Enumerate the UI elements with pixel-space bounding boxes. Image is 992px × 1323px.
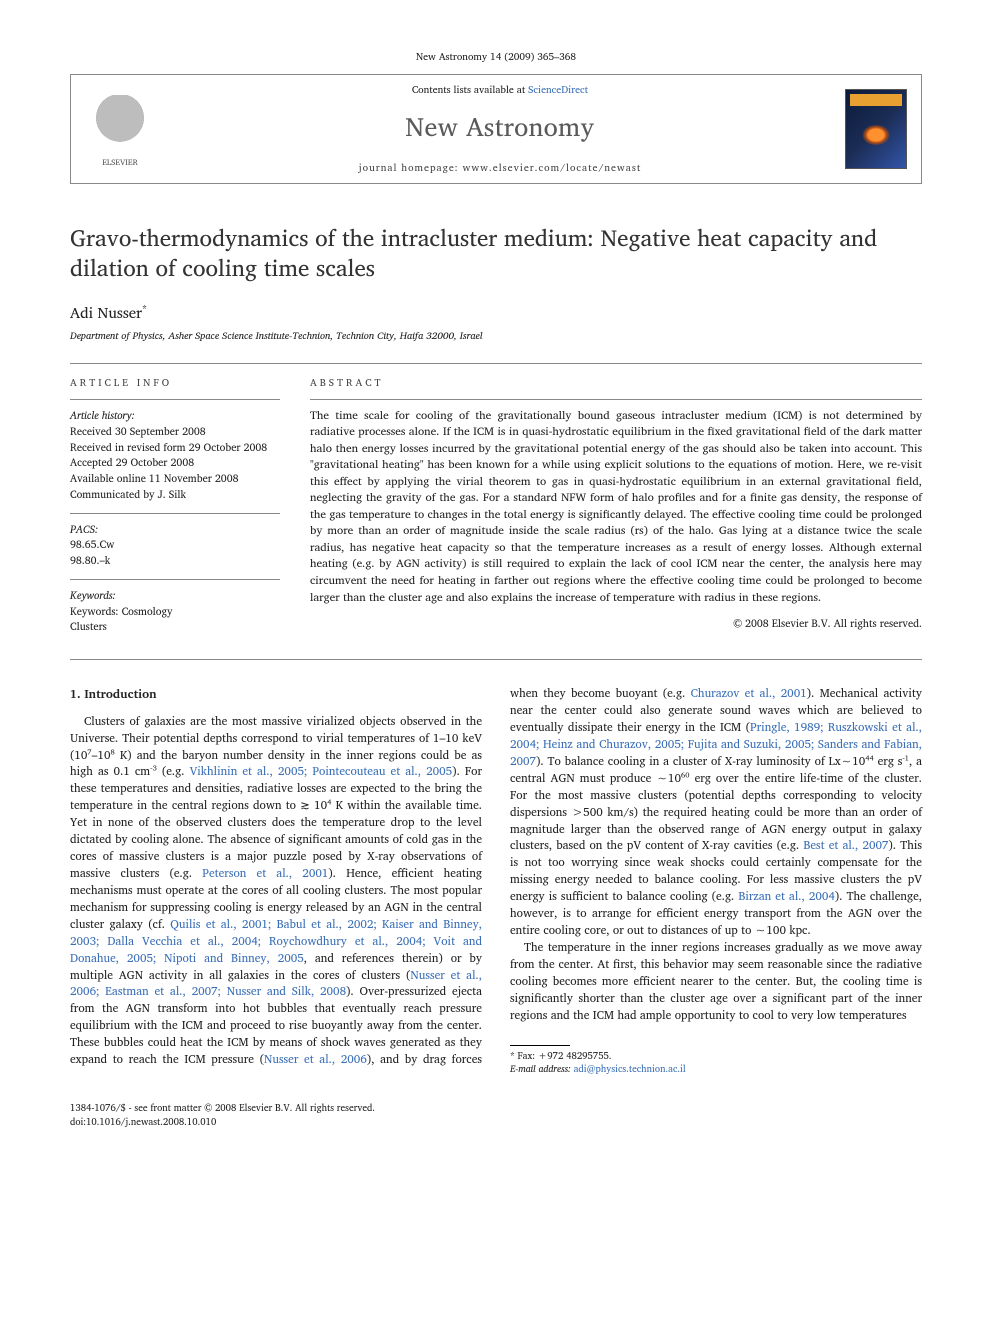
publisher-name: ELSEVIER [102, 157, 138, 168]
journal-cover-thumbnail [845, 89, 907, 169]
elsevier-logo: ELSEVIER [85, 90, 155, 168]
divider [70, 363, 922, 364]
footnote-email-label: E-mail address: [510, 1062, 574, 1077]
author-line: Adi Nusser* [70, 302, 922, 323]
body-two-columns: 1. Introduction Clusters of galaxies are… [70, 686, 922, 1076]
citation-link[interactable]: Nusser et al., 2006 [264, 1050, 367, 1069]
journal-reference: New Astronomy 14 (2009) 365–368 [70, 50, 922, 64]
page-footer: 1384-1076/$ - see front matter © 2008 El… [70, 1096, 922, 1129]
affiliation: Department of Physics, Asher Space Scien… [70, 329, 922, 343]
paragraph: The temperature in the inner regions inc… [510, 940, 922, 1025]
homepage-url: www.elsevier.com/locate/newast [463, 160, 642, 176]
homepage-prefix: journal homepage: [359, 160, 463, 176]
abstract-copyright: © 2008 Elsevier B.V. All rights reserved… [310, 616, 922, 631]
article-info-column: ARTICLE INFO Article history: Received 3… [70, 376, 280, 635]
footnotes: * Fax: +972 48295755. E-mail address: ad… [510, 1050, 922, 1077]
contents-line: Contents lists available at ScienceDirec… [155, 83, 845, 97]
abstract-column: ABSTRACT The time scale for cooling of t… [310, 376, 922, 635]
article-info-heading: ARTICLE INFO [70, 376, 280, 391]
footnote-email-link[interactable]: adi@physics.technion.ac.il [574, 1062, 686, 1077]
footnote-separator [510, 1045, 570, 1046]
sciencedirect-link[interactable]: ScienceDirect [528, 82, 588, 98]
journal-title: New Astronomy [155, 109, 845, 145]
author-name: Adi Nusser [70, 300, 142, 325]
history-communicated: Communicated by J. Silk [70, 487, 280, 503]
elsevier-tree-icon [90, 95, 150, 155]
footer-copyright: 1384-1076/$ - see front matter © 2008 El… [70, 1102, 375, 1115]
journal-header-box: ELSEVIER Contents lists available at Sci… [70, 74, 922, 184]
homepage-line: journal homepage: www.elsevier.com/locat… [155, 161, 845, 175]
keyword-2: Clusters [70, 619, 280, 635]
article-title: Gravo-thermodynamics of the intracluster… [70, 224, 922, 284]
footer-doi: doi:10.1016/j.newast.2008.10.010 [70, 1116, 375, 1129]
abstract-text: The time scale for cooling of the gravit… [310, 408, 922, 606]
contents-prefix: Contents lists available at [412, 82, 528, 98]
divider [70, 659, 922, 660]
corresponding-marker: * [142, 301, 147, 317]
footnote-fax: * Fax: +972 48295755. [510, 1050, 922, 1063]
pacs-2: 98.80.–k [70, 553, 280, 569]
abstract-heading: ABSTRACT [310, 376, 922, 391]
section-heading-intro: 1. Introduction [70, 686, 482, 704]
